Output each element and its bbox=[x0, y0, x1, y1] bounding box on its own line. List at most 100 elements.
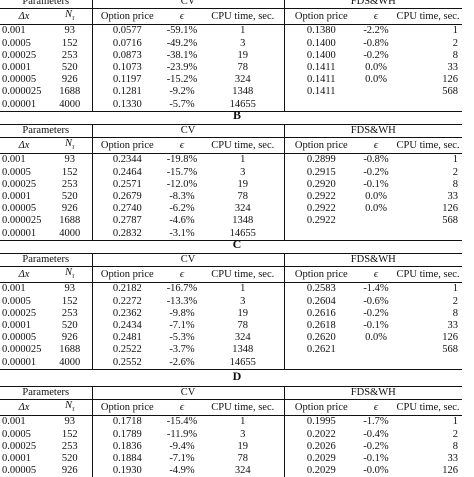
cv-header: CV bbox=[92, 385, 285, 401]
nt-cell: 93 bbox=[48, 24, 93, 38]
cv-cpu-cell: 3 bbox=[202, 295, 285, 308]
nt-header: Nτ bbox=[48, 266, 93, 284]
fds-error-cell: -2.2% bbox=[363, 25, 389, 37]
table-row: 0.00001 4000 0.2552 -2.6% 14655 bbox=[0, 356, 463, 370]
option-price-header: Option price bbox=[284, 8, 358, 26]
fds-cpu-cell bbox=[394, 227, 463, 241]
nt-cell: 253 bbox=[48, 49, 93, 62]
parameters-header: Parameters bbox=[0, 123, 93, 139]
cv-cpu-cell: 1 bbox=[202, 153, 285, 167]
cv-error-cell: -9.8% bbox=[169, 307, 195, 319]
cv-cpu-cell: 78 bbox=[202, 61, 285, 75]
cv-price-cell: 0.1718 bbox=[112, 416, 142, 428]
results-table-panel: Parameters CV FDS&WH Δx Nτ Option price ϵ CPU t… bbox=[0, 385, 474, 477]
fds-error-cell bbox=[358, 215, 394, 227]
cv-price-cell: 0.2464 bbox=[112, 166, 142, 178]
cv-price-cell: 0.1197 bbox=[113, 74, 142, 86]
fds-cpu-cell: 126 bbox=[442, 465, 459, 477]
cv-error-cell: -59.1% bbox=[166, 25, 198, 37]
cv-cpu-cell: 14655 bbox=[202, 356, 285, 370]
nt-cell: 4000 bbox=[48, 98, 93, 112]
table-row: 0.0005 152 0.0716 -49.2% 3 0.1400 -0.8% 2 bbox=[0, 37, 462, 50]
cv-error-cell: -12.0% bbox=[166, 178, 198, 190]
table-row: 0.0005 152 0.2464 -15.7% 3 0.2915 -0.2% 2 bbox=[0, 166, 462, 179]
cv-error-cell: -4.9% bbox=[169, 465, 195, 477]
cv-price-cell: 0.2552 bbox=[92, 356, 162, 370]
cv-error-cell: -11.9% bbox=[166, 428, 198, 440]
results-table-panel: Parameters CV FDS&WH Δx Nτ Option price ϵ CPU t… bbox=[0, 252, 474, 370]
header-row-columns: Δx Nτ Option price ϵ CPU time, sec. Option pr… bbox=[0, 137, 463, 155]
nt-cell: 93 bbox=[48, 282, 93, 296]
dx-cell: 0.00001 bbox=[0, 356, 48, 370]
nt-subscript: τ bbox=[72, 14, 75, 23]
cv-cpu-cell: 19 bbox=[202, 49, 285, 62]
nt-cell: 1688 bbox=[48, 215, 93, 228]
header-row-columns: Δx Nτ Option price ϵ CPU time, sec. Option pr… bbox=[0, 8, 463, 26]
dx-cell: 0.00025 bbox=[2, 440, 37, 452]
cv-price-cell: 0.1330 bbox=[92, 98, 162, 112]
fds-cpu-cell: 1 bbox=[452, 416, 459, 428]
nt-subscript: τ bbox=[72, 143, 75, 152]
cv-price-cell: 0.0577 bbox=[112, 25, 142, 37]
cv-header: CV bbox=[92, 0, 285, 10]
dx-cell: 0.0005 bbox=[2, 37, 31, 49]
cv-cpu-cell: 19 bbox=[202, 440, 285, 453]
cv-error-cell: -7.1% bbox=[169, 452, 195, 464]
fds-price-cell: 0.2922 bbox=[306, 215, 336, 227]
fds-price-cell: 0.2618 bbox=[306, 319, 336, 331]
epsilon-header: ϵ bbox=[358, 266, 394, 284]
fds-price-cell bbox=[284, 98, 358, 112]
fds-error-cell: 0.0% bbox=[365, 332, 387, 344]
fds-error-cell: 0.0% bbox=[365, 61, 387, 73]
cv-cpu-cell: 78 bbox=[202, 190, 285, 204]
table-row: 0.001 93 0.0577 -59.1% 1 0.1380 -2.2% 1 bbox=[0, 24, 462, 38]
table-row: 0.00001 4000 0.1330 -5.7% 14655 bbox=[0, 98, 463, 112]
fds-header: FDS&WH bbox=[284, 385, 463, 401]
dx-cell: 0.00025 bbox=[2, 307, 37, 319]
option-price-header: Option price bbox=[92, 266, 162, 284]
nt-cell: 926 bbox=[48, 203, 93, 216]
dx-cell: 0.0001 bbox=[2, 452, 31, 464]
epsilon-header: ϵ bbox=[358, 137, 394, 155]
nt-cell: 520 bbox=[48, 190, 93, 204]
fds-cpu-cell: 126 bbox=[442, 332, 459, 344]
epsilon-header: ϵ bbox=[162, 137, 202, 155]
cpu-time-header: CPU time, sec. bbox=[394, 137, 463, 155]
cpu-time-header: CPU time, sec. bbox=[394, 399, 463, 417]
cv-price-cell: 0.2434 bbox=[112, 319, 142, 331]
fds-price-cell: 0.1411 bbox=[307, 61, 336, 73]
cv-cpu-cell: 324 bbox=[202, 203, 285, 216]
nt-symbol: N bbox=[64, 267, 72, 279]
cv-error-cell: -3.7% bbox=[169, 344, 195, 356]
fds-cpu-cell: 1 bbox=[452, 154, 459, 166]
epsilon-header: ϵ bbox=[162, 399, 202, 417]
dx-cell: 0.00025 bbox=[2, 178, 37, 190]
fds-header: FDS&WH bbox=[284, 123, 463, 139]
option-price-header: Option price bbox=[92, 137, 162, 155]
fds-error-cell: -0.6% bbox=[363, 295, 389, 307]
fds-cpu-cell: 126 bbox=[442, 74, 459, 86]
cv-cpu-cell: 1348 bbox=[202, 344, 285, 357]
fds-cpu-cell bbox=[394, 356, 463, 370]
dx-cell: 0.0001 bbox=[2, 319, 31, 331]
cv-price-cell: 0.1884 bbox=[112, 452, 142, 464]
fds-cpu-cell: 2 bbox=[452, 295, 459, 307]
dx-header: Δx bbox=[0, 266, 48, 284]
fds-error-cell bbox=[358, 227, 394, 241]
cv-price-cell: 0.0873 bbox=[112, 49, 142, 61]
fds-price-cell: 0.2604 bbox=[306, 295, 336, 307]
nt-cell: 253 bbox=[48, 440, 93, 453]
header-row-columns: Δx Nτ Option price ϵ CPU time, sec. Option pr… bbox=[0, 399, 463, 417]
fds-price-cell bbox=[284, 227, 358, 241]
cv-price-cell: 0.1836 bbox=[112, 440, 142, 452]
cv-price-cell: 0.2481 bbox=[112, 332, 142, 344]
cv-price-cell: 0.2522 bbox=[112, 344, 142, 356]
cv-cpu-cell: 3 bbox=[202, 428, 285, 441]
fds-error-cell: -0.8% bbox=[363, 154, 389, 166]
dx-header: Δx bbox=[0, 399, 48, 417]
cv-error-cell: -19.8% bbox=[166, 154, 198, 166]
cv-error-cell: -49.2% bbox=[166, 37, 198, 49]
fds-price-cell: 0.2621 bbox=[306, 344, 336, 356]
results-table: Parameters CV FDS&WH Δx Nτ Option price ϵ CPU t… bbox=[0, 252, 463, 370]
cv-cpu-cell: 1 bbox=[202, 282, 285, 296]
